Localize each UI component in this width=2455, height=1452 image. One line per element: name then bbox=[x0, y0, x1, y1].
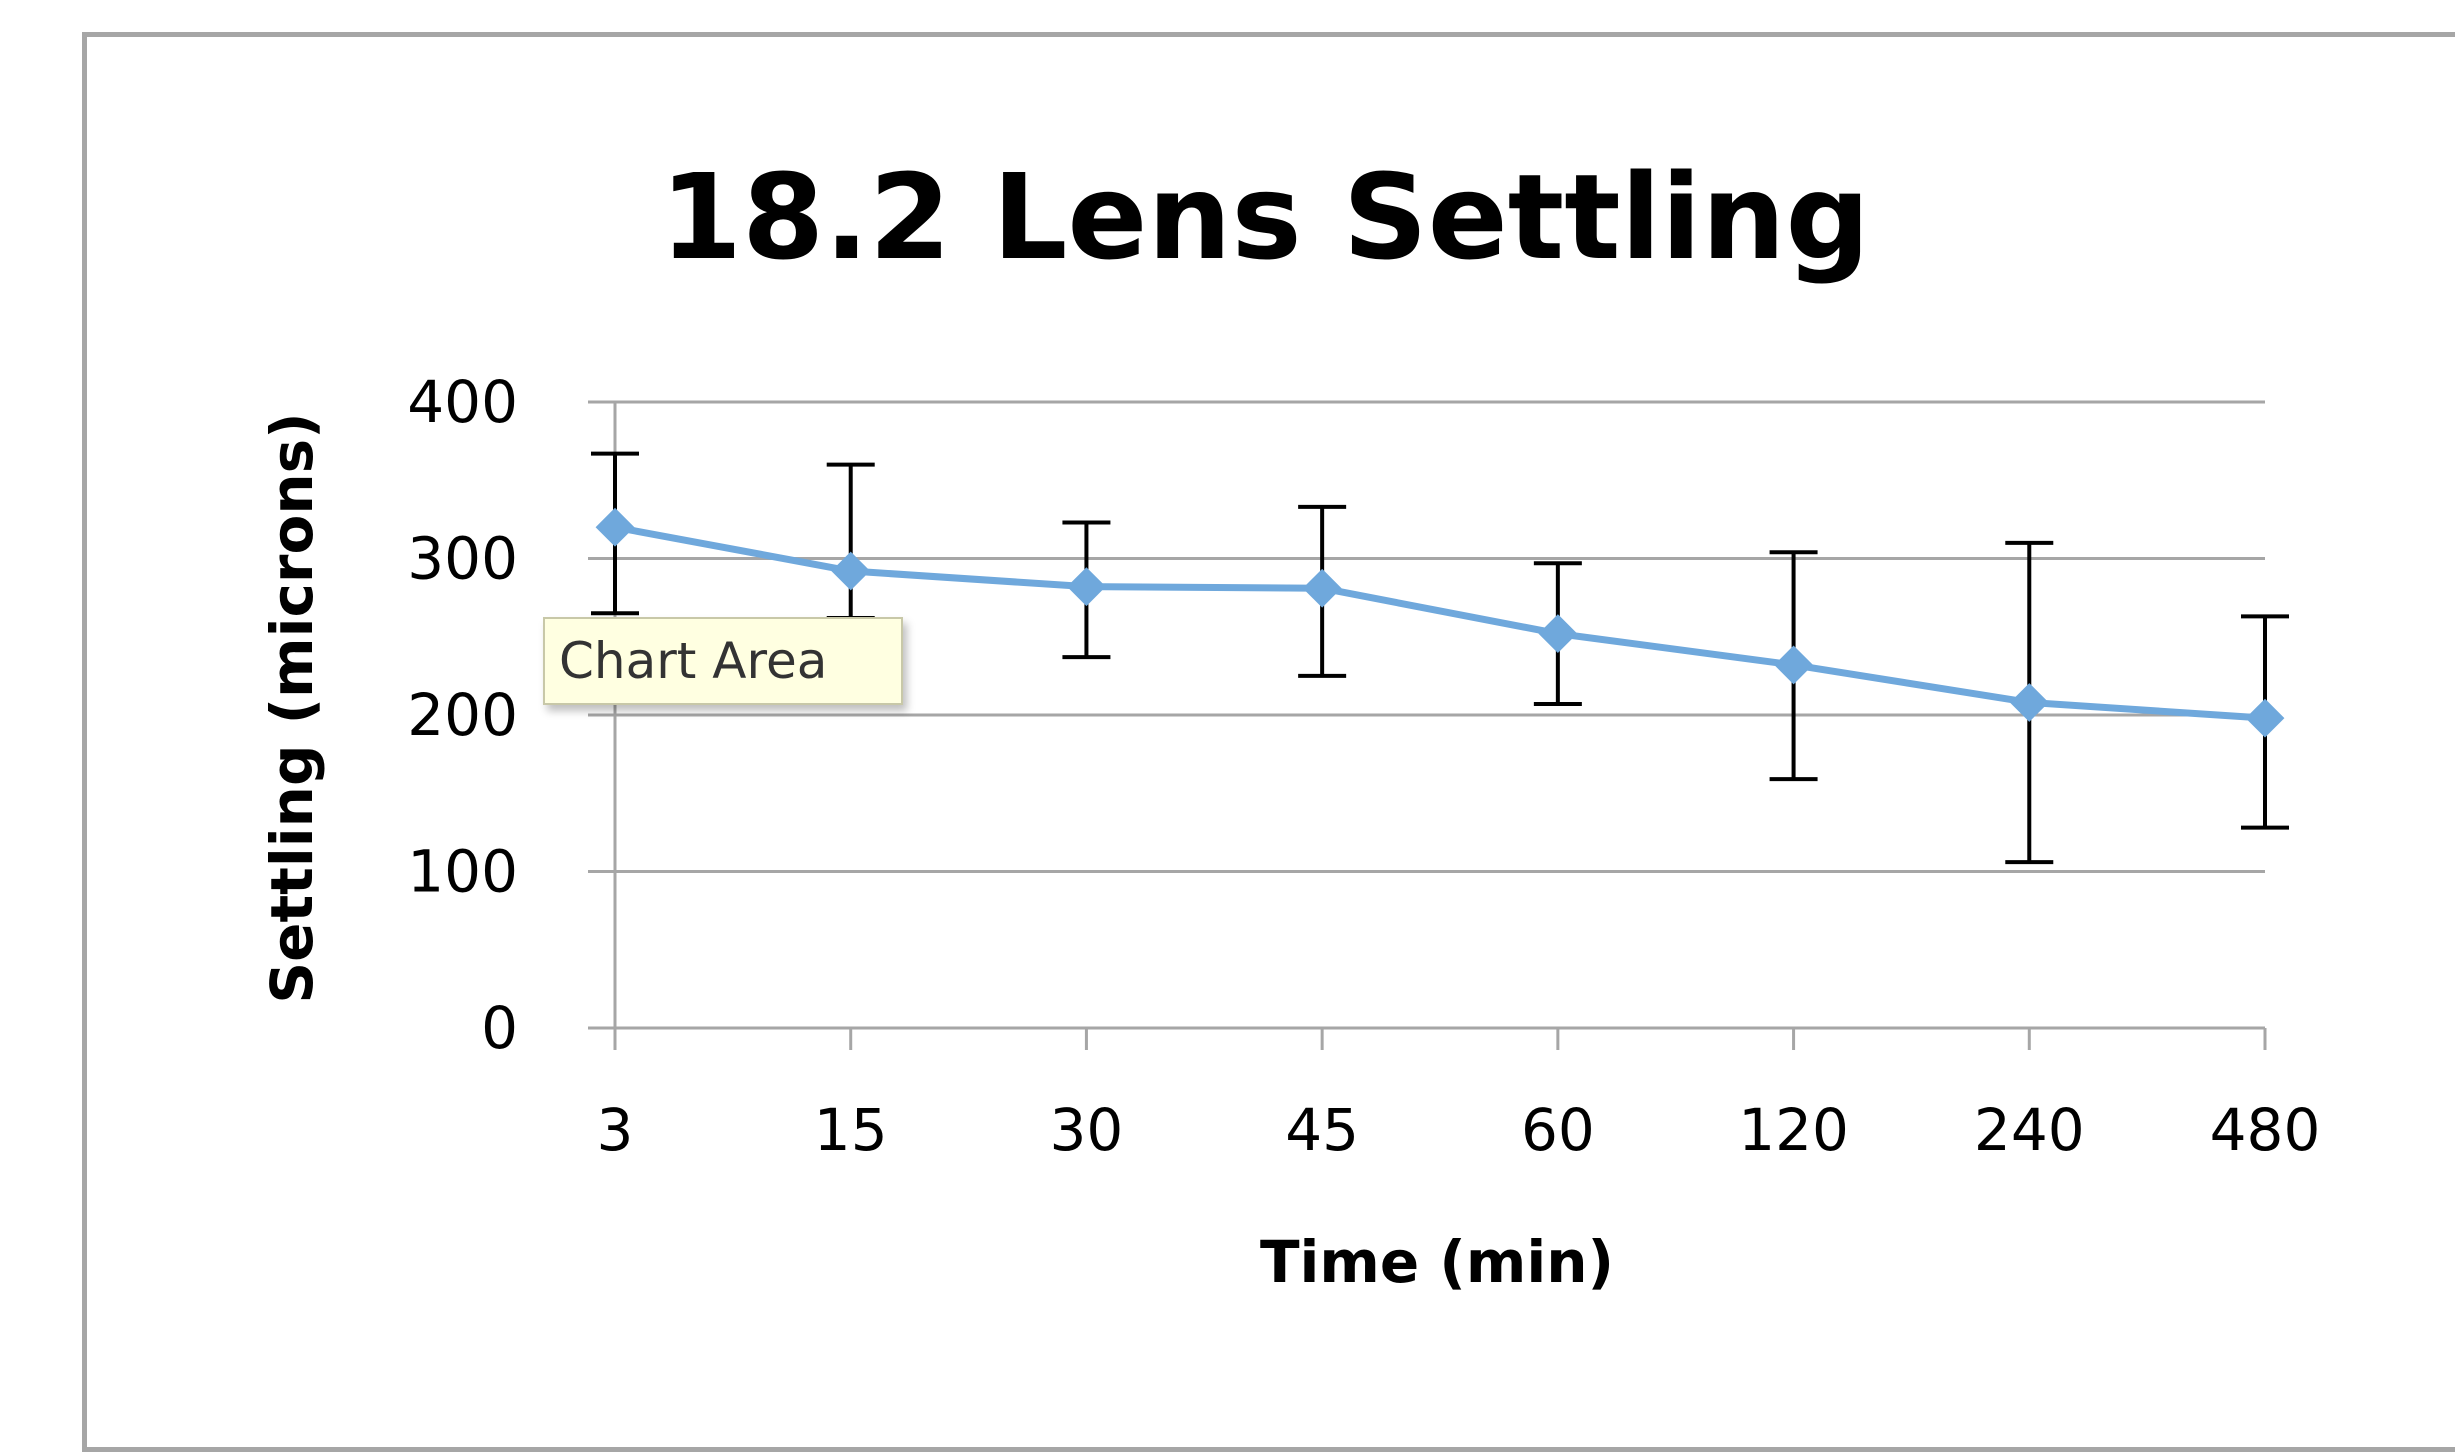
y-tick-label: 100 bbox=[407, 838, 518, 906]
x-tick-label: 480 bbox=[2210, 1096, 2321, 1164]
x-tick-label: 15 bbox=[814, 1096, 888, 1164]
gridlines bbox=[588, 400, 2265, 873]
y-tick-label: 0 bbox=[481, 994, 518, 1062]
data-point[interactable] bbox=[831, 551, 871, 591]
x-tick-label: 120 bbox=[1738, 1096, 1849, 1164]
axes bbox=[588, 400, 2267, 1050]
x-tick-label: 60 bbox=[1521, 1096, 1595, 1164]
series-line[interactable] bbox=[614, 523, 2266, 722]
chart-title: 18.2 Lens Settling bbox=[660, 148, 1870, 286]
x-tick-label: 240 bbox=[1974, 1096, 2085, 1164]
y-tick-label: 400 bbox=[407, 368, 518, 436]
data-point[interactable] bbox=[1067, 567, 1106, 607]
x-axis-title: Time (min) bbox=[1260, 1228, 1614, 1296]
y-tick-label: 300 bbox=[407, 525, 518, 593]
chart[interactable]: 18.2 Lens Settling 0 100 200 300 400 3 15 30 45… bbox=[0, 0, 2455, 1394]
data-point[interactable] bbox=[595, 507, 635, 547]
x-tick-labels: 3 15 30 45 60 120 240 480 bbox=[597, 1096, 2321, 1164]
series-polyline[interactable] bbox=[614, 523, 2266, 722]
data-point[interactable] bbox=[1774, 645, 1813, 685]
x-tick-label: 45 bbox=[1285, 1096, 1359, 1164]
x-tick-label: 30 bbox=[1050, 1096, 1124, 1164]
data-point[interactable] bbox=[1538, 614, 1578, 654]
chart-frame[interactable] bbox=[82, 32, 2455, 1452]
data-point[interactable] bbox=[2009, 683, 2049, 722]
data-points[interactable] bbox=[595, 507, 2285, 738]
x-tick-label: 3 bbox=[597, 1096, 634, 1164]
data-point[interactable] bbox=[2245, 698, 2285, 738]
y-tick-label: 200 bbox=[407, 681, 518, 749]
data-point[interactable] bbox=[1302, 568, 1342, 608]
y-axis-title: Settling (microns) bbox=[258, 412, 326, 1003]
error-bar bbox=[826, 462, 875, 620]
y-tick-labels: 0 100 200 300 400 bbox=[407, 368, 518, 1062]
chart-area-tooltip: Chart Area bbox=[543, 617, 903, 705]
